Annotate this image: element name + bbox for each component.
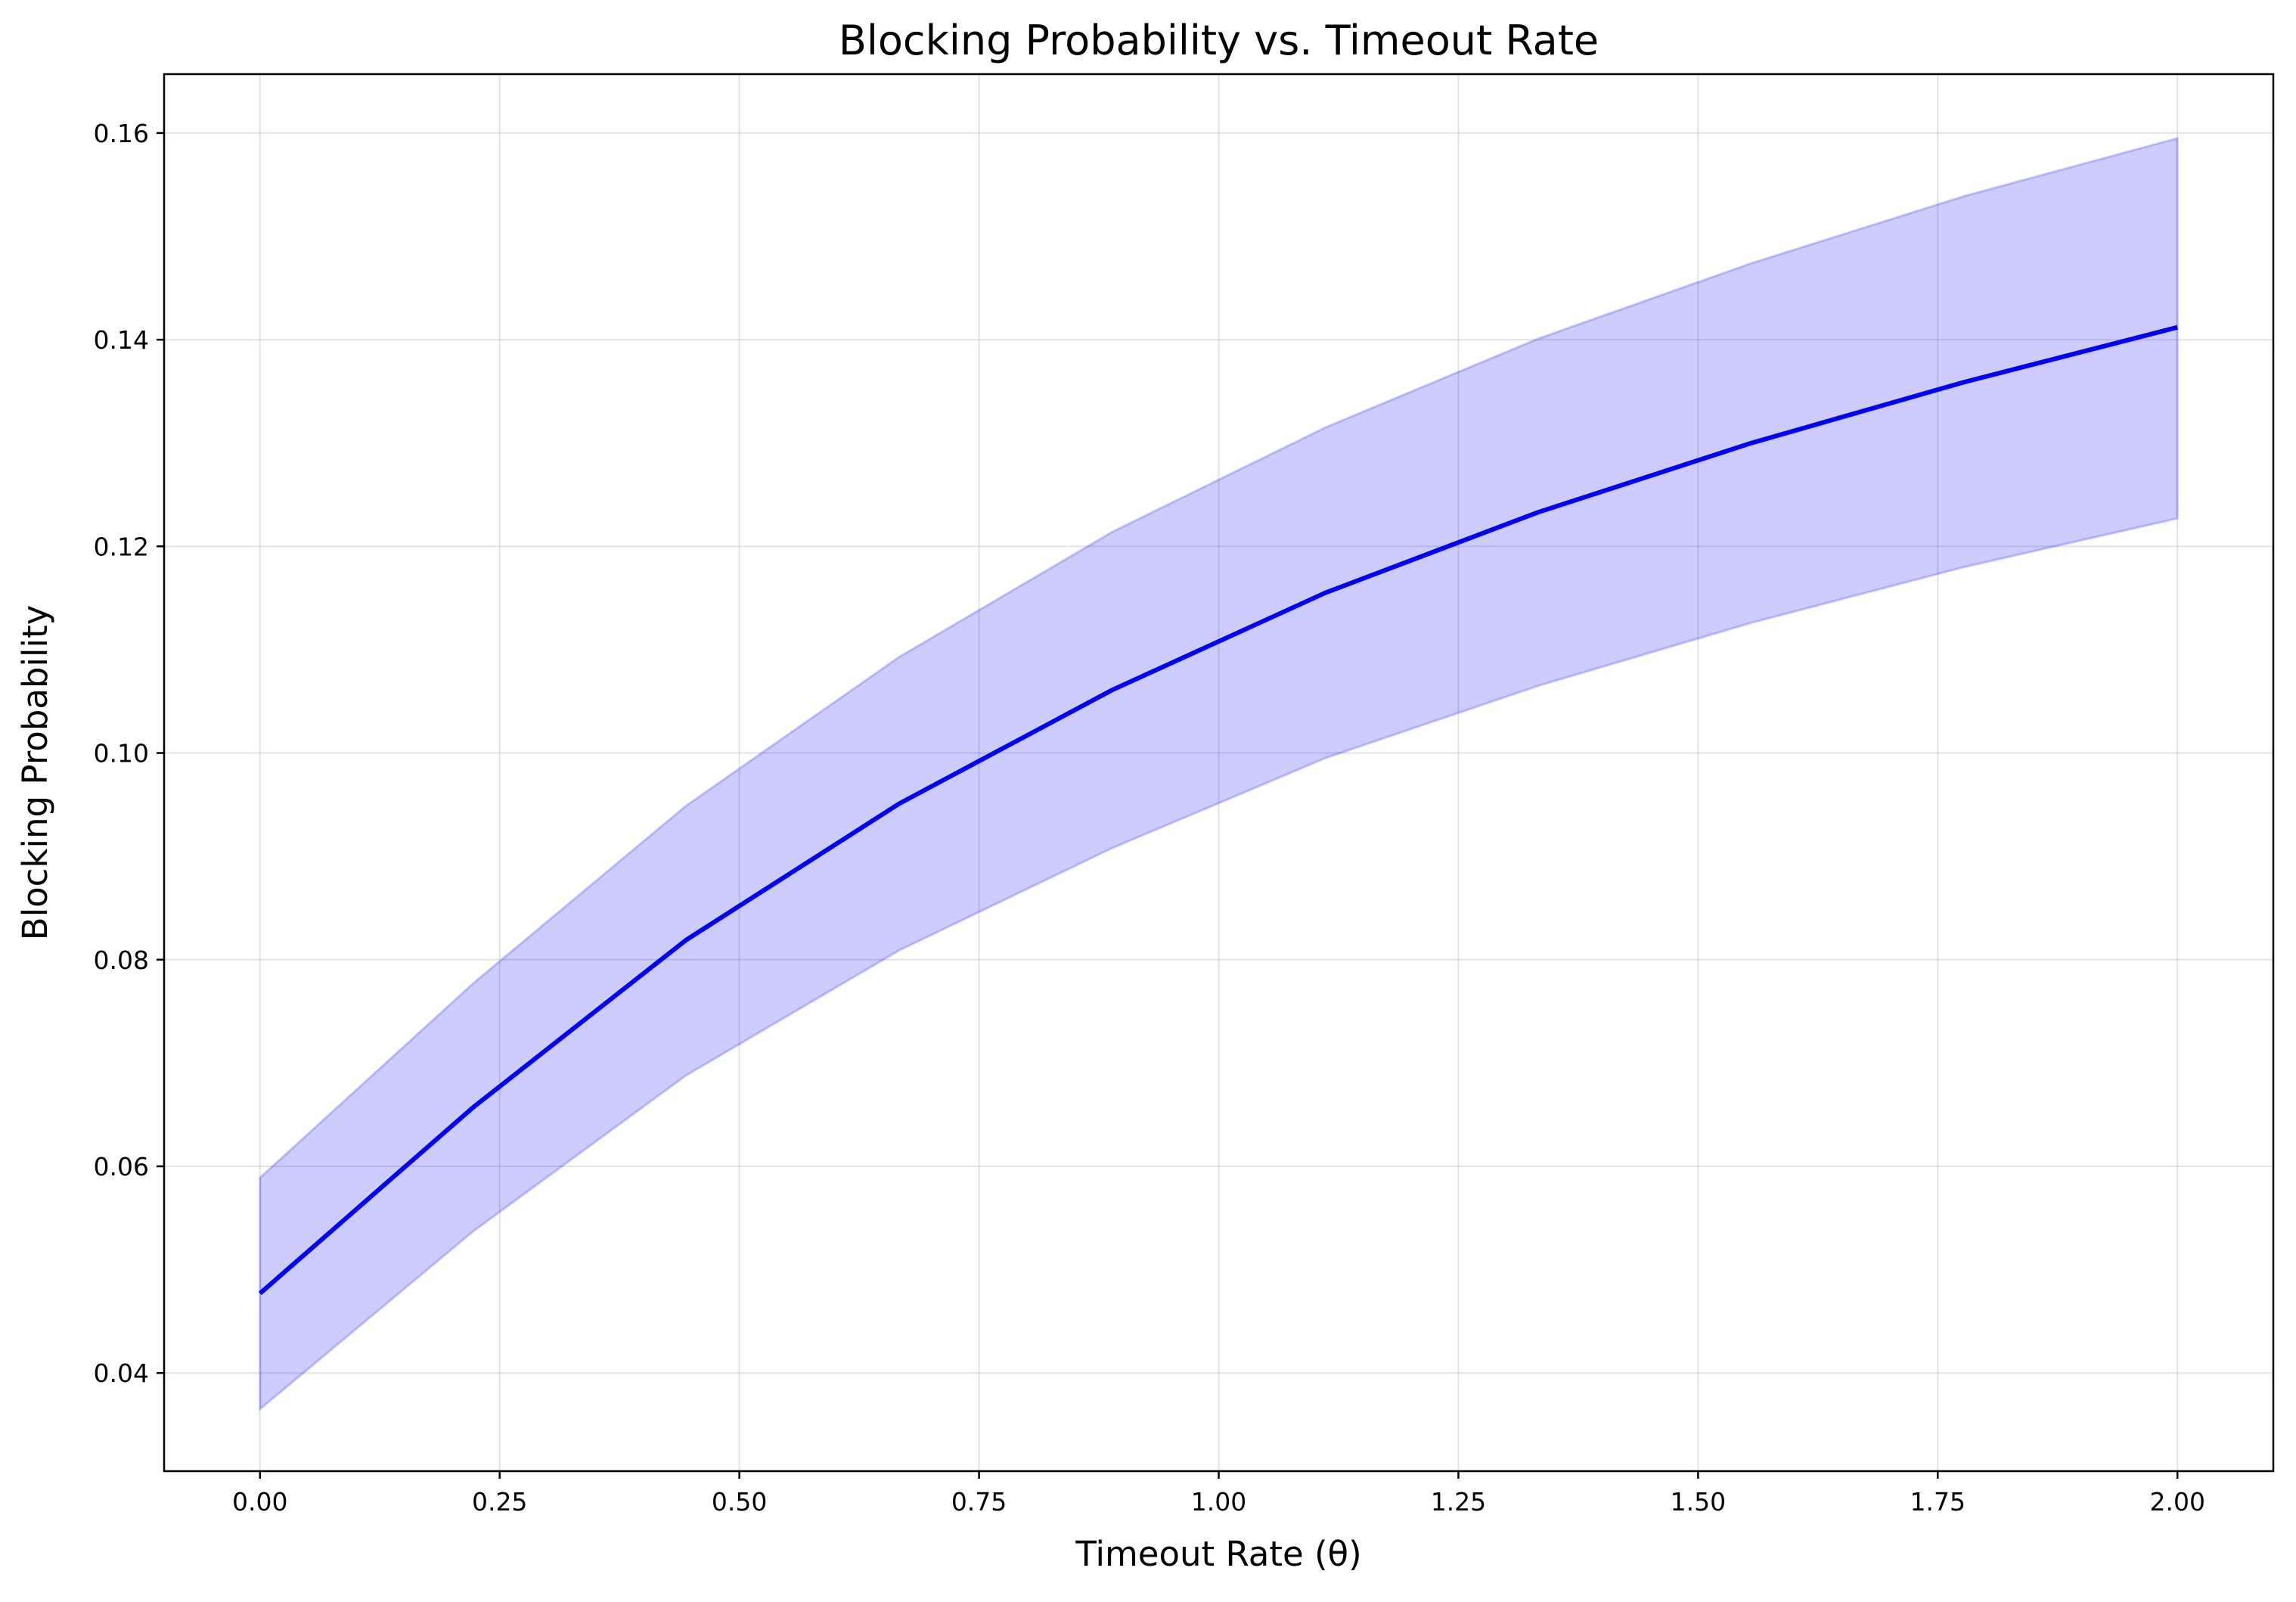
x-tick-label: 1.75	[1910, 1487, 1966, 1517]
x-tick-label: 1.25	[1431, 1487, 1486, 1517]
x-tick-label: 0.50	[712, 1487, 767, 1517]
y-tick-label: 0.16	[94, 119, 149, 148]
x-tick-label: 2.00	[2149, 1487, 2204, 1517]
y-tick-label: 0.08	[94, 945, 149, 975]
y-tick-label: 0.14	[94, 325, 149, 355]
x-tick-label: 0.75	[951, 1487, 1007, 1517]
y-tick-label: 0.04	[94, 1358, 149, 1388]
x-tick-label: 0.00	[232, 1487, 287, 1517]
y-tick-label: 0.10	[94, 739, 149, 768]
x-tick-label: 0.25	[472, 1487, 527, 1517]
x-axis-label: Timeout Rate (θ)	[1075, 1534, 1361, 1574]
y-axis-label: Blocking Probability	[15, 605, 55, 940]
y-tick-label: 0.06	[94, 1152, 149, 1181]
x-tick-label: 1.50	[1671, 1487, 1726, 1517]
chart-title: Blocking Probability vs. Timeout Rate	[839, 17, 1599, 64]
x-tick-label: 1.00	[1191, 1487, 1246, 1517]
y-tick-label: 0.12	[94, 532, 149, 561]
